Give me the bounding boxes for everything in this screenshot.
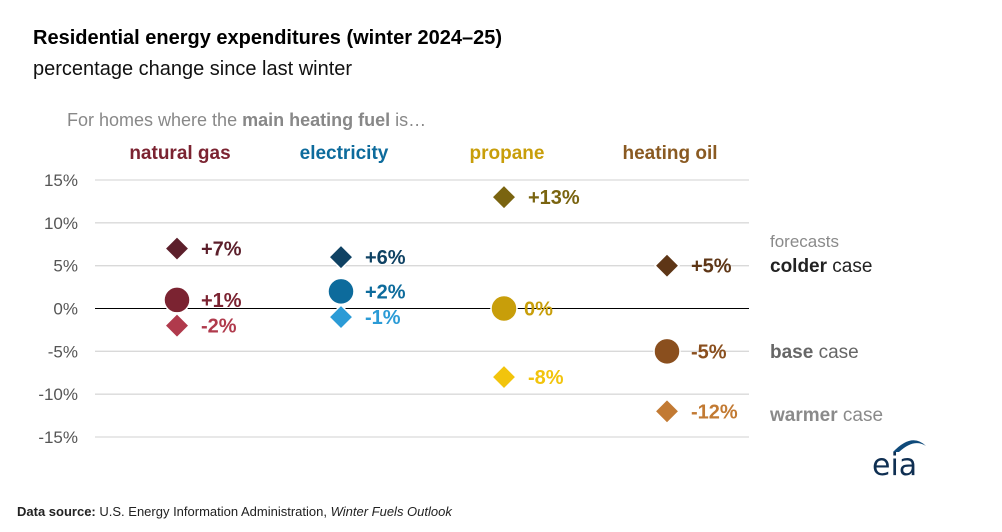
header-note: For homes where the main heating fuel is… [67,110,426,130]
legend-base: base case [770,342,859,363]
data-label: +7% [201,239,242,261]
y-axis-ticks: 15% 10% 5% 0% -5% -10% -15% [38,171,78,447]
data-point: +7% [163,235,242,262]
data-label: +13% [528,187,580,209]
category-label: electricity [300,143,389,164]
point-marker-diamond [490,363,518,391]
point-marker-circle [653,337,681,366]
category-label: propane [470,143,545,164]
point-marker-diamond [327,244,355,271]
point-marker-diamond [490,184,518,211]
data-source-agency: U.S. Energy Information Administration, [99,504,331,519]
legend-warmer: warmer case [769,405,883,426]
data-label: -12% [691,401,738,423]
y-tick-label: 15% [44,171,78,190]
data-point: -12% [653,398,738,425]
data-point: +2% [327,277,406,306]
data-source-label: Data source: [17,504,96,519]
data-point: -5% [653,337,727,366]
gridlines [95,179,749,438]
point-marker-diamond [163,235,191,262]
data-label: +1% [201,290,242,312]
header-note-prefix: For homes where the [67,110,242,130]
eia-logo: eia [872,440,926,483]
y-tick-label: 10% [44,214,78,233]
data-point: 0% [490,294,553,323]
legend-colder: colder case [770,256,872,277]
legend: forecasts colder case base case warmer c… [769,232,883,426]
data-point: +5% [653,252,732,279]
data-point: +6% [327,244,406,271]
point-marker-circle [490,294,518,323]
y-tick-label: -5% [48,342,78,361]
category-label: heating oil [623,143,718,164]
header-note-suffix: is… [390,110,426,130]
y-tick-label: 0% [53,300,78,319]
y-tick-label: -10% [38,385,78,404]
point-marker-circle [163,286,191,314]
category-labels: natural gas electricity propane heating oil [129,143,717,164]
data-label: +2% [365,281,406,303]
data-label: -8% [528,367,564,389]
data-points: +7% +6% +13% +5% +1% +2% 0% -5% -2% -1% -8% -12% [163,184,738,425]
eia-logo-swoosh-icon [893,440,926,452]
eia-logo-text: eia [872,448,917,483]
data-label: 0% [524,299,553,321]
data-label: -2% [201,316,237,338]
point-marker-diamond [327,304,355,331]
data-label: -5% [691,341,727,363]
y-tick-label: -15% [38,428,78,447]
chart-title: Residential energy expenditures (winter … [33,27,503,49]
data-source-publication: Winter Fuels Outlook [330,504,452,519]
point-marker-diamond [653,398,681,425]
category-label: natural gas [129,143,230,164]
header-note-bold: main heating fuel [242,110,390,130]
data-point: +13% [490,184,580,211]
data-point: -8% [490,363,564,391]
data-point: -1% [327,304,401,331]
data-label: +5% [691,256,732,278]
chart-subtitle: percentage change since last winter [33,58,353,80]
y-tick-label: 5% [53,257,78,276]
data-point: +1% [163,286,242,314]
point-marker-diamond [653,252,681,279]
point-marker-circle [327,277,355,306]
data-label: -1% [365,307,401,329]
legend-forecasts: forecasts [770,232,839,251]
point-marker-diamond [163,312,191,339]
data-point: -2% [163,312,237,339]
data-source: Data source: U.S. Energy Information Adm… [17,504,452,519]
data-label: +6% [365,247,406,269]
